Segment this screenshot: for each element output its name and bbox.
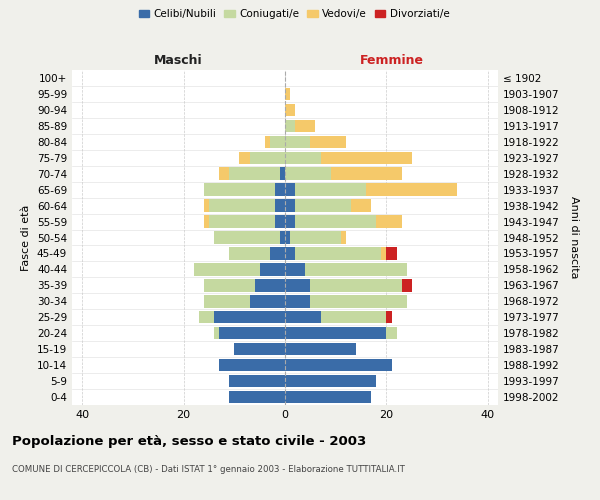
Bar: [285, 168, 331, 180]
Bar: [285, 311, 320, 324]
Bar: [285, 104, 295, 116]
Bar: [295, 216, 376, 228]
Bar: [285, 327, 386, 340]
Bar: [275, 216, 285, 228]
Bar: [285, 88, 290, 100]
Bar: [254, 279, 285, 291]
Bar: [376, 216, 401, 228]
Legend: Celibi/Nubili, Coniugati/e, Vedovi/e, Divorziati/e: Celibi/Nubili, Coniugati/e, Vedovi/e, Di…: [134, 5, 454, 24]
Bar: [310, 279, 401, 291]
Bar: [285, 279, 310, 291]
Bar: [229, 247, 270, 260]
Bar: [285, 184, 295, 196]
Bar: [204, 184, 275, 196]
Bar: [199, 311, 214, 324]
Bar: [320, 311, 386, 324]
Text: Maschi: Maschi: [154, 54, 203, 67]
Bar: [386, 327, 397, 340]
Bar: [270, 136, 285, 148]
Bar: [320, 152, 412, 164]
Bar: [229, 391, 285, 403]
Bar: [285, 359, 392, 372]
Bar: [295, 200, 351, 212]
Bar: [285, 343, 356, 355]
Bar: [260, 263, 285, 276]
Bar: [229, 168, 280, 180]
Bar: [285, 295, 310, 308]
Bar: [194, 263, 260, 276]
Bar: [285, 375, 376, 388]
Bar: [341, 232, 346, 243]
Bar: [295, 120, 316, 132]
Bar: [219, 359, 285, 372]
Bar: [285, 263, 305, 276]
Bar: [275, 200, 285, 212]
Bar: [214, 327, 219, 340]
Bar: [239, 152, 250, 164]
Bar: [204, 200, 209, 212]
Y-axis label: Fasce di età: Fasce di età: [22, 204, 31, 270]
Bar: [310, 295, 407, 308]
Bar: [275, 184, 285, 196]
Bar: [305, 263, 407, 276]
Bar: [285, 152, 320, 164]
Bar: [331, 168, 401, 180]
Bar: [382, 247, 386, 260]
Bar: [214, 311, 285, 324]
Text: COMUNE DI CERCEPICCOLA (CB) - Dati ISTAT 1° gennaio 2003 - Elaborazione TUTTITAL: COMUNE DI CERCEPICCOLA (CB) - Dati ISTAT…: [12, 465, 405, 474]
Bar: [285, 120, 295, 132]
Bar: [219, 168, 229, 180]
Bar: [214, 232, 280, 243]
Text: Popolazione per età, sesso e stato civile - 2003: Popolazione per età, sesso e stato civil…: [12, 435, 366, 448]
Bar: [386, 311, 392, 324]
Bar: [204, 295, 250, 308]
Bar: [209, 200, 275, 212]
Bar: [285, 200, 295, 212]
Bar: [280, 232, 285, 243]
Bar: [285, 136, 310, 148]
Bar: [265, 136, 270, 148]
Bar: [290, 232, 341, 243]
Bar: [270, 247, 285, 260]
Bar: [285, 216, 295, 228]
Bar: [204, 216, 209, 228]
Bar: [386, 247, 397, 260]
Bar: [366, 184, 457, 196]
Bar: [250, 152, 285, 164]
Bar: [250, 295, 285, 308]
Y-axis label: Anni di nascita: Anni di nascita: [569, 196, 579, 279]
Bar: [295, 184, 366, 196]
Text: Femmine: Femmine: [359, 54, 424, 67]
Bar: [234, 343, 285, 355]
Bar: [401, 279, 412, 291]
Bar: [295, 247, 382, 260]
Bar: [285, 232, 290, 243]
Bar: [285, 247, 295, 260]
Bar: [285, 391, 371, 403]
Bar: [310, 136, 346, 148]
Bar: [229, 375, 285, 388]
Bar: [219, 327, 285, 340]
Bar: [209, 216, 275, 228]
Bar: [280, 168, 285, 180]
Bar: [204, 279, 254, 291]
Bar: [351, 200, 371, 212]
